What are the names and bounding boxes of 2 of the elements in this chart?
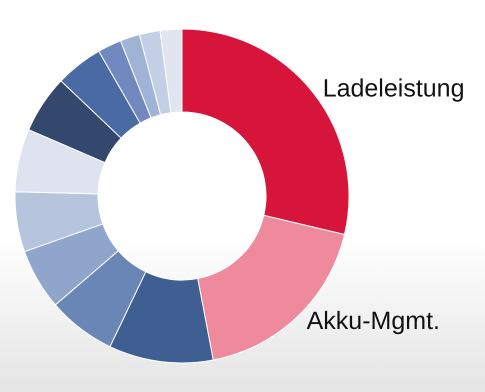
slice-label: Ladeleistung (322, 74, 464, 103)
slice-label: Akku-Mgmt. (306, 306, 440, 335)
